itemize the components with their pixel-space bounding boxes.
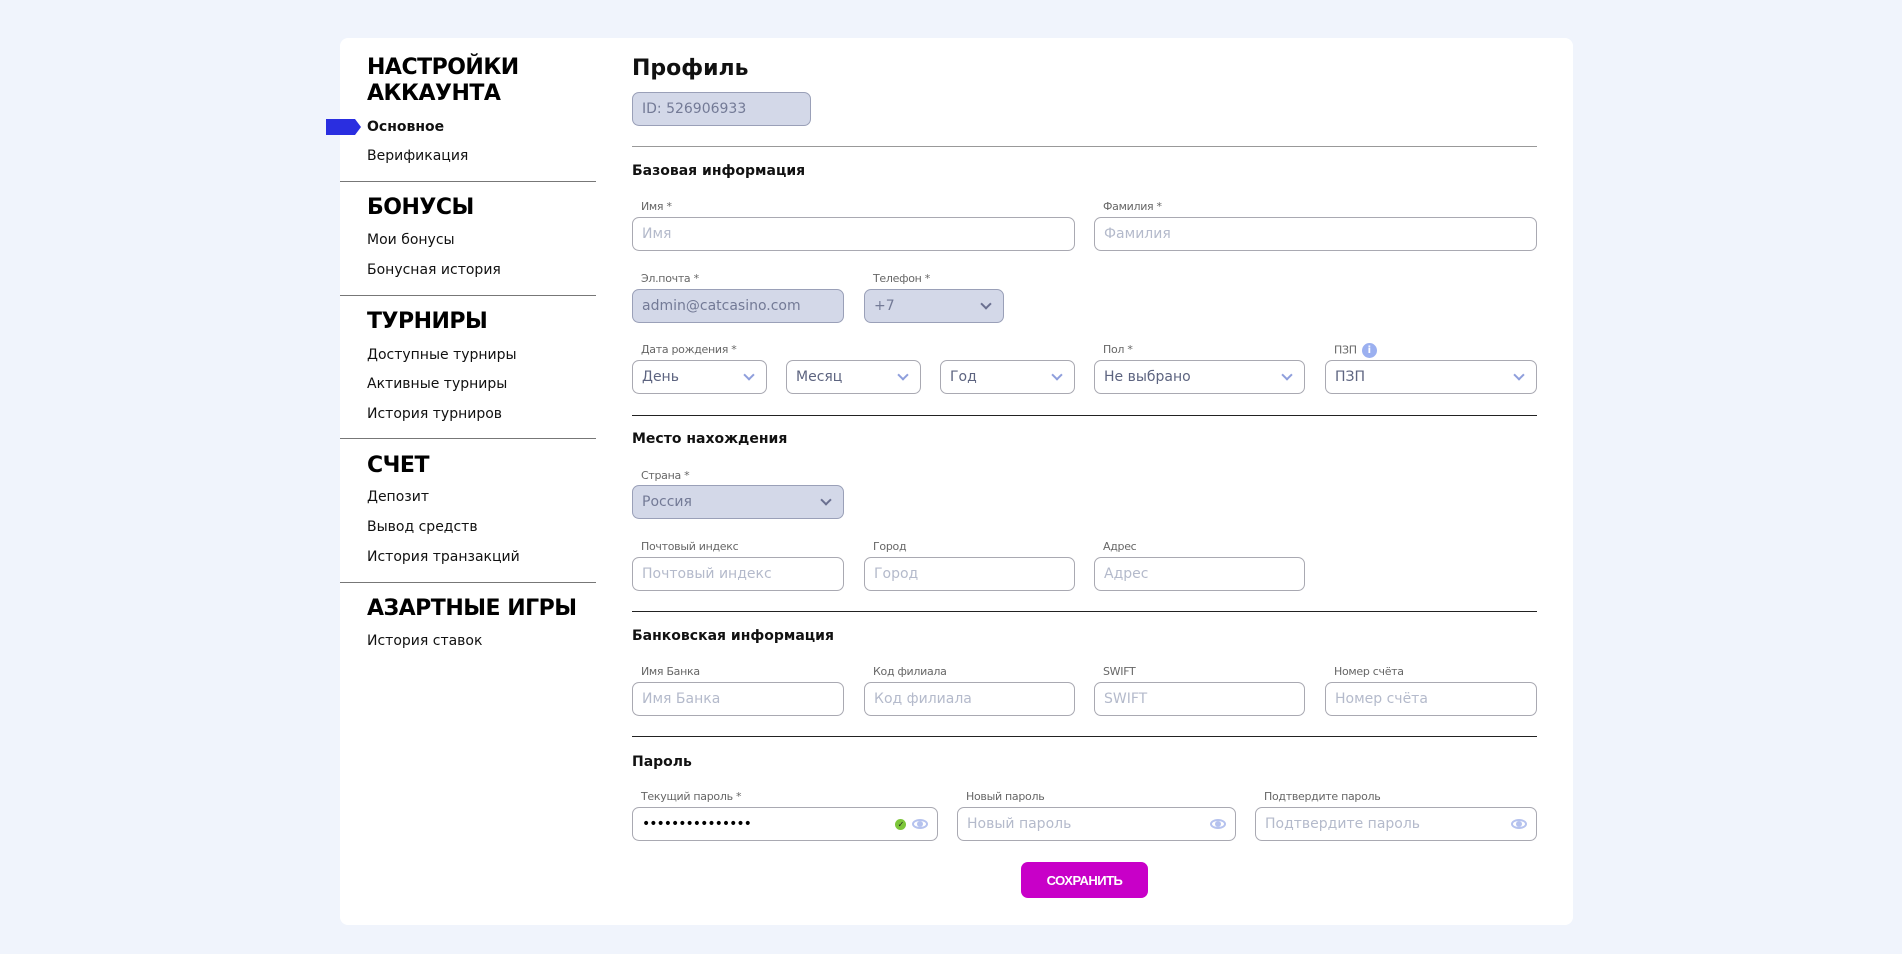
sidebar-item-verification[interactable]: Верификация (367, 148, 469, 164)
sidebar-item-tournament-history[interactable]: История турниров (367, 406, 503, 422)
chevron-down-icon (897, 369, 909, 381)
section-title-tournaments: ТУРНИРЫ (367, 309, 488, 334)
new-password-input[interactable]: Новый пароль (957, 807, 1236, 841)
pzp-label: ПЗП i (1334, 343, 1377, 358)
last-name-input[interactable]: Фамилия (1094, 217, 1537, 251)
bank-name-input[interactable]: Имя Банка (632, 682, 844, 716)
swift-label: SWIFT (1103, 665, 1136, 678)
divider (632, 736, 1537, 737)
sidebar-item-bonus-history[interactable]: Бонусная история (367, 262, 501, 278)
sidebar-item-main[interactable]: Основное (367, 119, 445, 135)
confirm-password-label: Подтвердите пароль (1264, 790, 1381, 803)
branch-code-label: Код филиала (873, 665, 947, 678)
save-button[interactable]: СОХРАНИТЬ (1021, 862, 1148, 898)
first-name-label: Имя * (641, 200, 672, 213)
phone-label: Телефон * (873, 272, 930, 285)
swift-input[interactable]: SWIFT (1094, 682, 1305, 716)
birth-day-select[interactable]: День (632, 360, 767, 394)
valid-check-icon: ✓ (895, 818, 906, 830)
birth-year-select[interactable]: Год (940, 360, 1075, 394)
last-name-label: Фамилия * (1103, 200, 1162, 213)
new-password-label: Новый пароль (966, 790, 1045, 803)
sidebar-item-active-tournaments[interactable]: Активные турниры (367, 376, 508, 392)
chevron-down-icon (1051, 369, 1063, 381)
divider (632, 415, 1537, 416)
sidebar-item-available-tournaments[interactable]: Доступные турниры (367, 347, 517, 363)
section-title-account: НАСТРОЙКИ АККАУНТА (367, 55, 519, 106)
gender-select[interactable]: Не выбрано (1094, 360, 1305, 394)
section-title-account-balance: СЧЕТ (367, 453, 429, 478)
account-number-label: Номер счёта (1334, 665, 1404, 678)
current-password-label: Текущий пароль * (641, 790, 742, 803)
settings-card (340, 38, 1573, 925)
country-label: Страна * (641, 469, 690, 482)
sidebar-item-bet-history[interactable]: История ставок (367, 633, 483, 649)
address-label: Адрес (1103, 540, 1137, 553)
current-password-input[interactable]: ••••••••••••••• ✓ (632, 807, 938, 841)
section-heading-password: Пароль (632, 754, 692, 770)
confirm-password-input[interactable]: Подтвердите пароль (1255, 807, 1537, 841)
chevron-down-icon (1281, 369, 1293, 381)
phone-code-select[interactable]: +7 (864, 289, 1004, 323)
user-id-field: ID: 526906933 (632, 92, 811, 126)
birth-date-label: Дата рождения * (641, 343, 737, 356)
chevron-down-icon (1513, 369, 1525, 381)
divider (340, 438, 596, 439)
divider (340, 295, 596, 296)
city-input[interactable]: Город (864, 557, 1075, 591)
postal-label: Почтовый индекс (641, 540, 739, 553)
country-select[interactable]: Россия (632, 485, 844, 519)
address-input[interactable]: Адрес (1094, 557, 1305, 591)
gender-label: Пол * (1103, 343, 1133, 356)
chevron-down-icon (820, 494, 832, 506)
sidebar-item-withdraw[interactable]: Вывод средств (367, 519, 478, 535)
section-heading-basic: Базовая информация (632, 163, 806, 179)
chevron-down-icon (980, 298, 992, 310)
email-field: admin@catcasino.com (632, 289, 844, 323)
sidebar-item-my-bonuses[interactable]: Мои бонусы (367, 232, 455, 248)
first-name-input[interactable]: Имя (632, 217, 1075, 251)
divider (632, 611, 1537, 612)
eye-icon[interactable] (912, 819, 928, 829)
section-title-bonuses: БОНУСЫ (367, 195, 474, 220)
eye-icon[interactable] (1511, 819, 1527, 829)
info-icon[interactable]: i (1361, 343, 1377, 358)
postal-input[interactable]: Почтовый индекс (632, 557, 844, 591)
divider (340, 181, 596, 182)
pzp-select[interactable]: ПЗП (1325, 360, 1537, 394)
divider (340, 582, 596, 583)
chevron-down-icon (743, 369, 755, 381)
birth-month-select[interactable]: Месяц (786, 360, 921, 394)
bank-name-label: Имя Банка (641, 665, 700, 678)
page-title: Профиль (632, 56, 749, 81)
section-heading-bank: Банковская информация (632, 628, 834, 644)
city-label: Город (873, 540, 907, 553)
branch-code-input[interactable]: Код филиала (864, 682, 1075, 716)
section-heading-location: Место нахождения (632, 431, 788, 447)
account-number-input[interactable]: Номер счёта (1325, 682, 1537, 716)
sidebar-item-deposit[interactable]: Депозит (367, 489, 429, 505)
sidebar-item-transaction-history[interactable]: История транзакций (367, 549, 520, 565)
divider (632, 146, 1537, 147)
email-label: Эл.почта * (641, 272, 699, 285)
section-title-gambling: АЗАРТНЫЕ ИГРЫ (367, 596, 577, 621)
eye-icon[interactable] (1210, 819, 1226, 829)
